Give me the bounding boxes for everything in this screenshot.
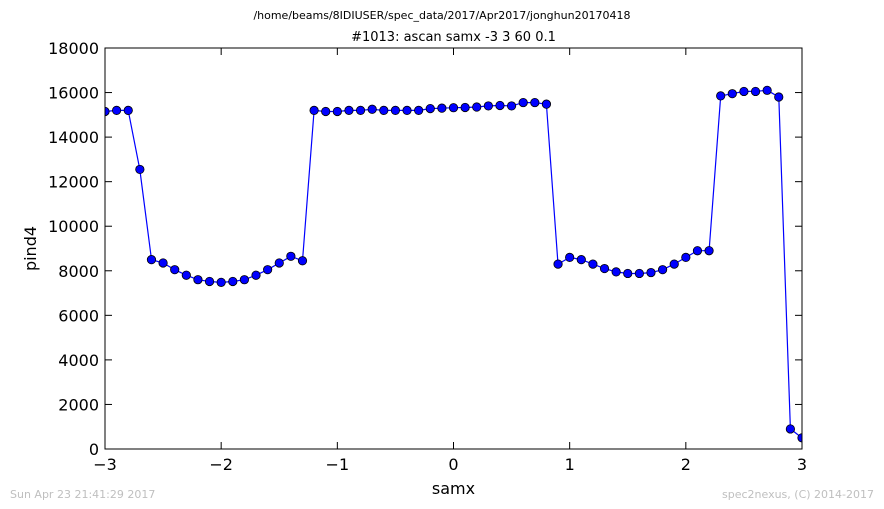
data-point <box>193 275 203 285</box>
data-point <box>448 103 459 113</box>
data-point <box>472 102 482 112</box>
y-tick-label: 0 <box>89 440 99 459</box>
data-point <box>239 275 249 285</box>
data-point <box>634 268 644 279</box>
data-point <box>251 270 261 280</box>
data-point <box>565 252 575 263</box>
plot-layer <box>105 85 802 443</box>
data-point <box>588 259 598 269</box>
data-point <box>355 105 366 115</box>
tick-layer: −3 −2 −1 0 1 2 3 0 2000 4000 6000 8000 10000 12000 140… <box>48 39 807 474</box>
data-point <box>657 265 668 275</box>
data-point <box>599 263 610 274</box>
data-point <box>112 105 122 115</box>
y-tick-label: 12000 <box>48 173 99 192</box>
data-point <box>146 255 157 265</box>
data-point <box>170 265 180 275</box>
x-tick-label: 2 <box>681 455 691 474</box>
data-point <box>286 251 296 261</box>
y-tick-label: 2000 <box>58 395 99 414</box>
data-point <box>750 86 761 97</box>
x-tick-label: 0 <box>448 455 458 474</box>
x-tick-label: −1 <box>326 455 350 474</box>
data-point <box>181 270 191 280</box>
x-tick-label: −3 <box>93 455 117 474</box>
data-point <box>716 91 726 101</box>
y-tick-label: 14000 <box>48 128 99 147</box>
data-point <box>402 105 412 115</box>
y-tick-label: 6000 <box>58 306 99 325</box>
data-point <box>739 86 749 97</box>
data-point <box>321 106 331 117</box>
series-line <box>105 89 802 439</box>
data-point <box>646 267 656 278</box>
y-tick-label: 18000 <box>48 39 99 58</box>
data-point <box>332 106 342 117</box>
data-point <box>576 255 586 265</box>
data-point <box>216 277 226 287</box>
data-point <box>623 268 633 279</box>
data-point <box>611 267 621 277</box>
data-point <box>367 104 377 114</box>
data-point <box>762 85 772 95</box>
data-point <box>692 246 703 256</box>
data-point <box>135 164 145 175</box>
x-tick-label: −2 <box>209 455 233 474</box>
chart-title: #1013: ascan samx -3 3 60 0.1 <box>351 30 556 45</box>
data-point <box>530 97 540 108</box>
data-point <box>495 100 505 111</box>
data-point <box>518 97 528 108</box>
y-tick-label: 4000 <box>58 351 99 370</box>
data-point <box>541 99 552 109</box>
data-point <box>123 105 133 115</box>
data-point <box>483 101 493 111</box>
data-point <box>437 103 447 113</box>
data-point <box>228 276 238 287</box>
data-point <box>704 246 714 256</box>
x-axis-label: samx <box>432 479 475 498</box>
y-tick-label: 16000 <box>48 84 99 103</box>
data-point <box>681 252 691 263</box>
file-path-title: /home/beams/8IDIUSER/spec_data/2017/Apr2… <box>253 9 631 22</box>
data-point <box>263 265 273 275</box>
data-point <box>309 105 319 115</box>
data-point <box>297 256 308 266</box>
data-point <box>460 102 470 113</box>
y-tick-label: 8000 <box>58 262 99 281</box>
y-tick-label: 10000 <box>48 217 99 236</box>
data-point <box>344 105 354 115</box>
data-point <box>506 101 517 111</box>
data-point <box>785 424 795 434</box>
y-axis-label: pind4 <box>21 226 40 271</box>
data-point <box>553 259 563 269</box>
data-point <box>774 92 784 102</box>
x-tick-label: 1 <box>565 455 575 474</box>
data-point <box>727 89 737 99</box>
data-point <box>390 105 401 115</box>
data-point <box>379 105 389 115</box>
data-point <box>204 276 215 287</box>
data-point <box>425 103 435 114</box>
data-point <box>274 258 284 268</box>
timestamp-text: Sun Apr 23 21:41:29 2017 <box>10 488 156 501</box>
data-point <box>158 258 168 268</box>
data-point <box>414 105 424 115</box>
x-tick-label: 3 <box>797 455 807 474</box>
credit-text: spec2nexus, (C) 2014-2017 <box>722 488 874 501</box>
data-point <box>669 259 679 269</box>
